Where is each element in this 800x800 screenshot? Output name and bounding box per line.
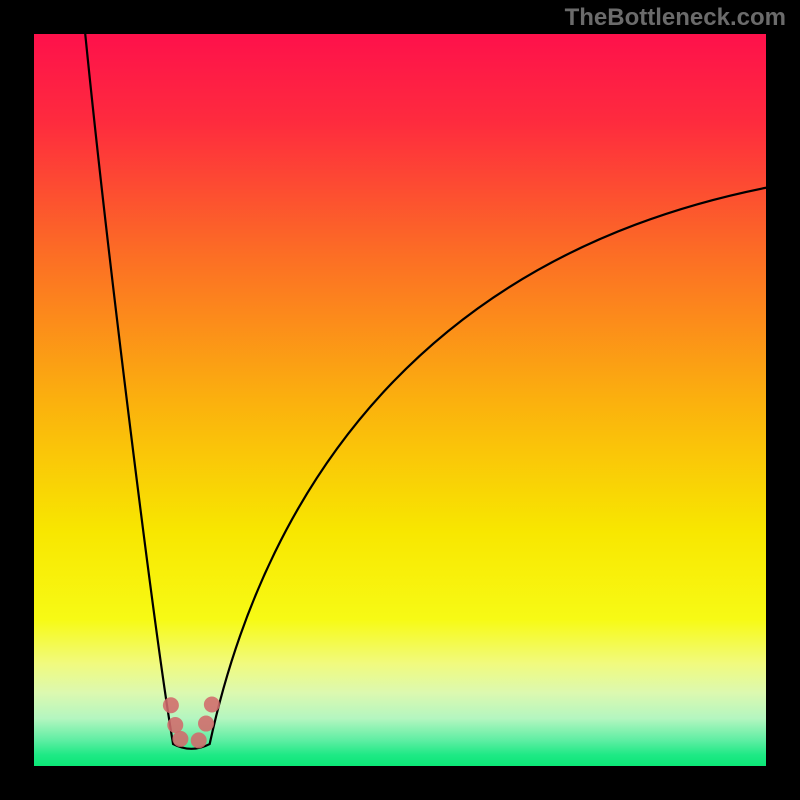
- data-point: [167, 717, 183, 733]
- data-point: [198, 716, 214, 732]
- plot-area: [34, 34, 766, 766]
- data-point: [191, 732, 207, 748]
- chart-svg: [34, 34, 766, 766]
- bottleneck-curve: [85, 34, 766, 749]
- data-point: [204, 697, 220, 713]
- data-point: [163, 697, 179, 713]
- data-point: [172, 731, 188, 747]
- watermark-text: TheBottleneck.com: [565, 4, 786, 32]
- chart-frame: { "watermark": { "text": "TheBottleneck.…: [0, 0, 800, 800]
